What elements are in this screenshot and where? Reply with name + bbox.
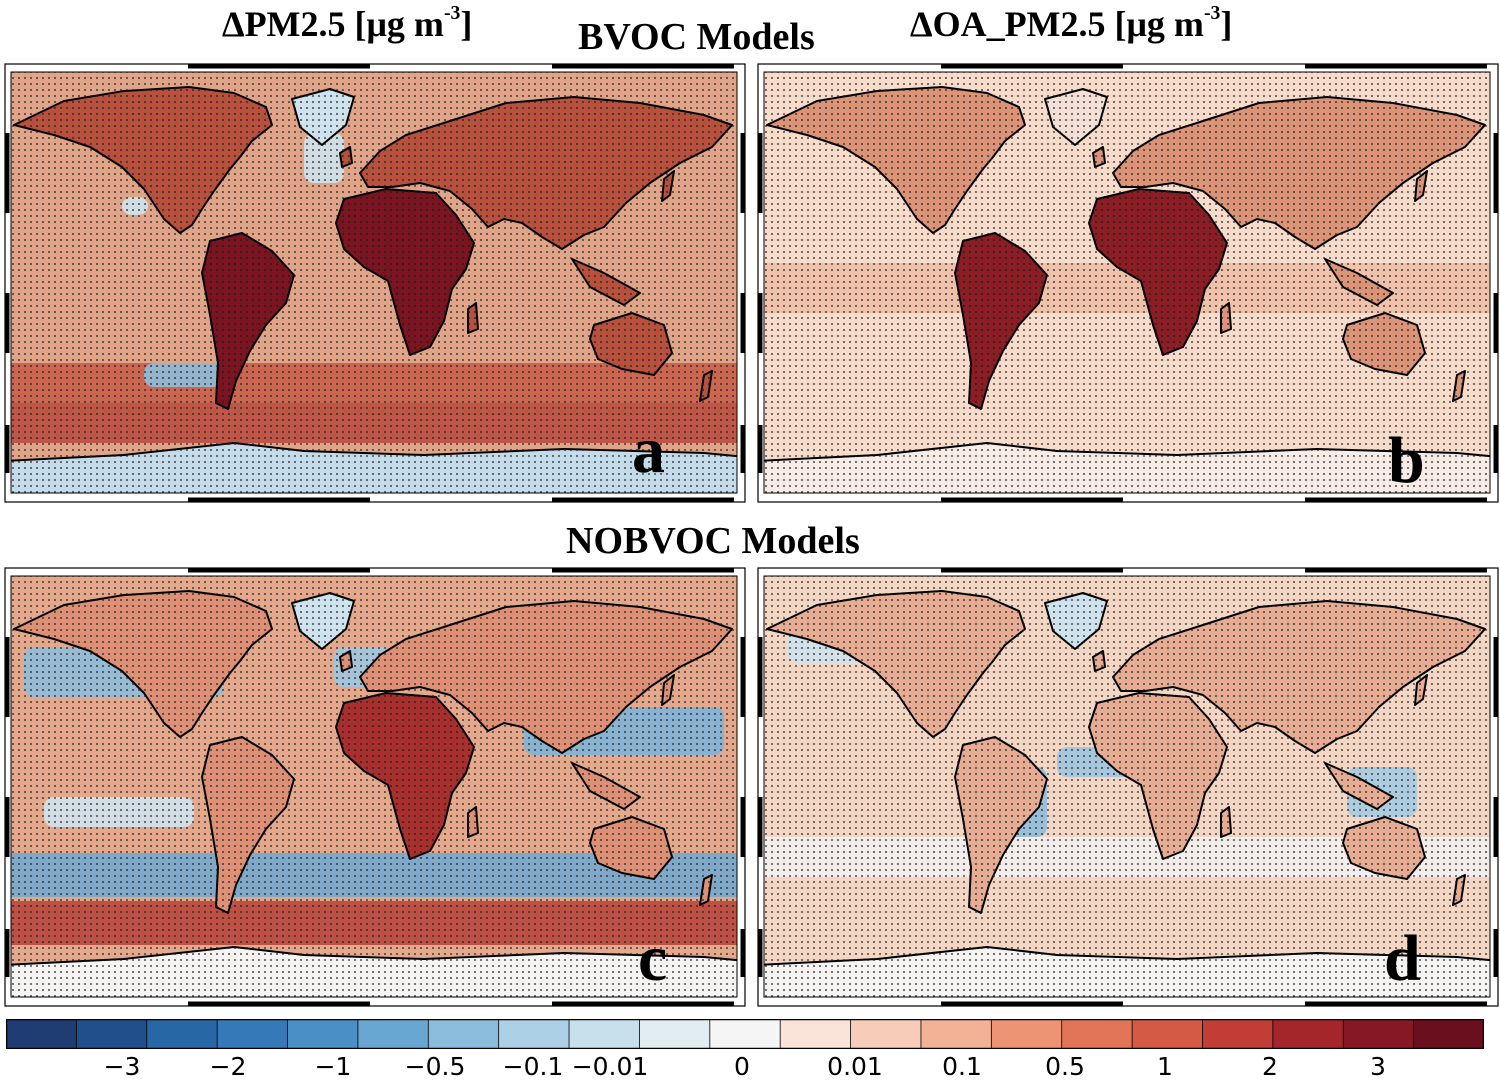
significance-stippling <box>764 576 1490 997</box>
panel-label-a: a <box>632 414 665 487</box>
colorbar-swatch <box>217 1019 289 1049</box>
colorbar-swatch <box>428 1019 500 1049</box>
colorbar-swatch <box>569 1019 640 1049</box>
right-title-superscript: -3 <box>1203 2 1221 25</box>
colorbar-tick-label: −2 <box>209 1052 247 1081</box>
colorbar-swatch <box>920 1019 992 1049</box>
map-panel-a <box>4 63 746 503</box>
left-title-text: ΔPM2.5 [μg m <box>222 4 444 44</box>
map-panel-d <box>757 567 1499 1007</box>
colorbar-tick-label: 0.5 <box>1045 1052 1085 1081</box>
colorbar-swatch <box>287 1019 359 1049</box>
colorbar-swatch <box>639 1019 711 1049</box>
colorbar-tick-label: −0.5 <box>404 1052 466 1081</box>
map-svg-a <box>4 63 746 503</box>
map-svg-b <box>757 63 1499 503</box>
left-title-close: ] <box>460 4 473 44</box>
colorbar-swatch <box>146 1019 218 1049</box>
map-panel-c <box>4 567 746 1007</box>
right-title-text: ΔOA_PM2.5 [μg m <box>910 4 1204 44</box>
right-title-close: ] <box>1220 4 1233 44</box>
colorbar-swatch <box>1061 1019 1133 1049</box>
colorbar <box>6 1019 1484 1049</box>
left-column-title: ΔPM2.5 [μg m-3] <box>222 3 473 44</box>
colorbar-swatch <box>709 1019 781 1049</box>
colorbar-swatch <box>991 1019 1063 1049</box>
panel-label-d: d <box>1384 922 1421 995</box>
colorbar-swatch <box>780 1019 852 1049</box>
colorbar-tick-label: 0 <box>734 1052 750 1081</box>
colorbar-tick-label: 1 <box>1157 1052 1173 1081</box>
colorbar-tick-label: −3 <box>103 1052 141 1081</box>
panel-label-b: b <box>1388 424 1425 497</box>
colorbar-swatch <box>1343 1019 1415 1049</box>
colorbar-tick-label: −1 <box>314 1052 352 1081</box>
colorbar-swatch <box>1413 1019 1484 1049</box>
colorbar-swatch <box>1202 1019 1274 1049</box>
colorbar-ticks: −3 −2 −1 −0.5 −0.1 −0.01 0 0.01 0.1 0.5 1 2 3 <box>6 1054 1484 1082</box>
row1-title: BVOC Models <box>578 16 815 58</box>
significance-stippling <box>11 576 737 997</box>
colorbar-tick-label: 0.01 <box>827 1052 883 1081</box>
colorbar-tick-label: −0.01 <box>571 1052 649 1081</box>
colorbar-swatch <box>850 1019 922 1049</box>
significance-stippling <box>11 72 737 493</box>
map-svg-d <box>757 567 1499 1007</box>
right-column-title: ΔOA_PM2.5 [μg m-3] <box>910 3 1233 44</box>
colorbar-swatch <box>1132 1019 1203 1049</box>
panel-label-c: c <box>638 922 668 995</box>
left-title-superscript: -3 <box>443 2 461 25</box>
map-panel-b <box>757 63 1499 503</box>
significance-stippling <box>764 72 1490 493</box>
map-svg-c <box>4 567 746 1007</box>
colorbar-swatch <box>1272 1019 1344 1049</box>
colorbar-svg <box>6 1019 1484 1049</box>
colorbar-tick-label: 0.1 <box>942 1052 982 1081</box>
colorbar-tick-label: 3 <box>1370 1052 1386 1081</box>
colorbar-tick-label: −0.1 <box>502 1052 564 1081</box>
colorbar-tick-label: 2 <box>1262 1052 1278 1081</box>
colorbar-swatch <box>6 1019 77 1049</box>
colorbar-swatch <box>76 1019 148 1049</box>
colorbar-swatch <box>498 1019 570 1049</box>
colorbar-swatch <box>357 1019 429 1049</box>
row2-title: NOBVOC Models <box>566 520 860 562</box>
